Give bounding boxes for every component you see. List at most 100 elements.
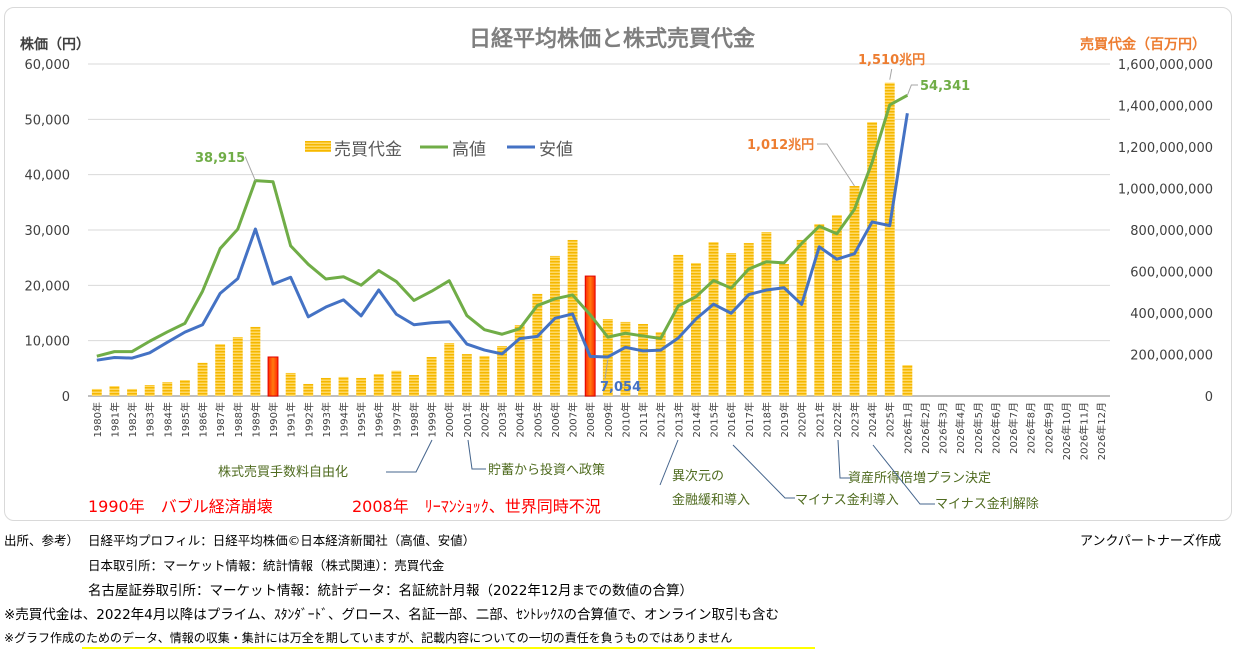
- bar: [550, 255, 560, 396]
- bar: [356, 377, 367, 396]
- bar: [867, 122, 878, 396]
- bar: [91, 388, 102, 396]
- event-1990: 1990年 バブル経済崩壊: [88, 497, 273, 516]
- left-tick-label: 30,000: [25, 224, 71, 239]
- x-tick-label: 1986年: [197, 402, 210, 437]
- x-tick-label: 2010年: [619, 402, 632, 437]
- annotation-leader: [386, 439, 433, 473]
- bar: [109, 386, 120, 396]
- data-label: 7,054: [600, 380, 641, 395]
- x-tick-label: 2023年: [849, 402, 862, 437]
- bar: [373, 374, 384, 396]
- x-tick-label: 2002年: [478, 402, 491, 437]
- high-line: [96, 93, 909, 358]
- bar: [849, 186, 860, 396]
- bar: [497, 345, 508, 396]
- x-tick-label: 1983年: [144, 402, 157, 437]
- source-line: 日経平均プロフィル：日経平均株価©日本経済新聞社（高値、安値）: [88, 533, 476, 548]
- note-line: ※売買代金は、2022年4月以降はプライム、ｽﾀﾝﾀﾞｰﾄﾞ、グロース、名証一部…: [4, 607, 780, 623]
- bar: [796, 239, 807, 396]
- bar: [285, 372, 296, 396]
- bar: [690, 262, 701, 396]
- x-tick-label: 2012年: [655, 402, 668, 437]
- annotation: マイナス金利導入: [795, 492, 899, 508]
- data-label-leader: [906, 84, 918, 96]
- x-tick-label: 1980年: [91, 402, 104, 437]
- x-tick-label: 1981年: [108, 402, 121, 437]
- bar: [761, 232, 772, 396]
- annotation-leader: [872, 444, 935, 505]
- bar: [726, 253, 737, 396]
- x-tick-label: 1989年: [249, 402, 262, 437]
- bar: [902, 365, 913, 396]
- x-tick-label: 2026年5月: [972, 402, 985, 454]
- bar: [884, 82, 895, 397]
- x-tick-label: 2003年: [496, 402, 509, 437]
- chart-title: 日経平均株価と株式売買代金: [469, 26, 756, 52]
- legend: 売買代金 高値 安値: [305, 140, 573, 160]
- x-tick-label: 2026年12月: [1095, 402, 1108, 460]
- bar: [197, 362, 208, 396]
- right-tick-label: 1,200,000,000: [1118, 141, 1213, 156]
- x-tick-label: 1996年: [373, 402, 386, 437]
- x-tick-label: 1982年: [126, 402, 139, 437]
- x-tick-label: 2021年: [813, 402, 826, 437]
- x-tick-label: 2018年: [760, 402, 773, 437]
- x-tick-label: 1988年: [232, 402, 245, 437]
- annotation: 貯蓄から投資へ政策: [488, 462, 605, 478]
- right-axis-title: 売買代金（百万円）: [1080, 36, 1206, 53]
- data-label-leader: [244, 156, 256, 181]
- bar: [743, 243, 754, 396]
- x-tick-label: 2019年: [778, 402, 791, 437]
- data-label-leader: [889, 68, 893, 80]
- annotation: 資産所得倍増プラン決定: [848, 470, 991, 486]
- bar: [444, 343, 455, 396]
- x-tick-label: 2014年: [690, 402, 703, 437]
- x-tick-label: 2004年: [514, 402, 527, 437]
- x-tick-label: 2026年4月: [954, 402, 967, 454]
- source-line: 名古屋証券取引所：マーケット情報：統計データ：名証統計月報（2022年12月まで…: [88, 583, 694, 599]
- x-tick-label: 2025年: [884, 402, 897, 437]
- bar: [144, 385, 155, 396]
- legend-label-volume: 売買代金: [334, 140, 402, 160]
- bar: [426, 356, 437, 396]
- left-tick-label: 60,000: [25, 58, 71, 73]
- source-label: 出所、参考）: [4, 533, 80, 548]
- left-tick-label: 40,000: [25, 169, 71, 184]
- legend-label-low: 安値: [539, 140, 573, 160]
- x-tick-label: 2000年: [443, 402, 456, 437]
- x-tick-label: 1998年: [408, 402, 421, 437]
- x-tick-label: 2008年: [584, 402, 597, 437]
- data-label: 1,510兆円: [858, 52, 925, 68]
- bar-highlight: [584, 275, 596, 397]
- right-tick-label: 600,000,000: [1130, 266, 1213, 281]
- annotation: マイナス金利解除: [935, 496, 1039, 512]
- right-tick-label: 1,400,000,000: [1118, 100, 1213, 115]
- bar: [461, 354, 472, 396]
- annotation: 株式売買手数料自由化: [218, 464, 348, 480]
- annotation: 異次元の: [672, 468, 724, 484]
- annotation-leader: [659, 439, 679, 486]
- x-tick-label: 2009年: [602, 402, 615, 437]
- bar-highlight: [267, 356, 279, 397]
- right-tick-label: 400,000,000: [1130, 307, 1213, 322]
- x-tick-label: 1999年: [426, 402, 439, 437]
- x-tick-label: 2026年6月: [989, 402, 1002, 454]
- x-tick-label: 2026年8月: [1025, 402, 1038, 454]
- legend-swatch-volume: [305, 141, 331, 152]
- x-tick-label: 2016年: [725, 402, 738, 437]
- right-tick-label: 1,600,000,000: [1118, 58, 1213, 73]
- x-tick-label: 2026年9月: [1042, 402, 1055, 454]
- bar: [779, 264, 789, 396]
- data-label: 54,341: [920, 79, 970, 94]
- x-tick-label: 2026年2月: [919, 402, 932, 454]
- low-line: [96, 113, 909, 362]
- x-tick-label: 2015年: [708, 402, 721, 437]
- left-tick-label: 20,000: [25, 279, 71, 294]
- right-tick-label: 200,000,000: [1130, 349, 1213, 364]
- x-tick-label: 1993年: [320, 402, 333, 437]
- data-label: 1,012兆円: [747, 137, 814, 153]
- annotation: 金融緩和導入: [672, 492, 750, 508]
- x-tick-label: 2026年10月: [1060, 402, 1073, 460]
- bar: [638, 323, 648, 396]
